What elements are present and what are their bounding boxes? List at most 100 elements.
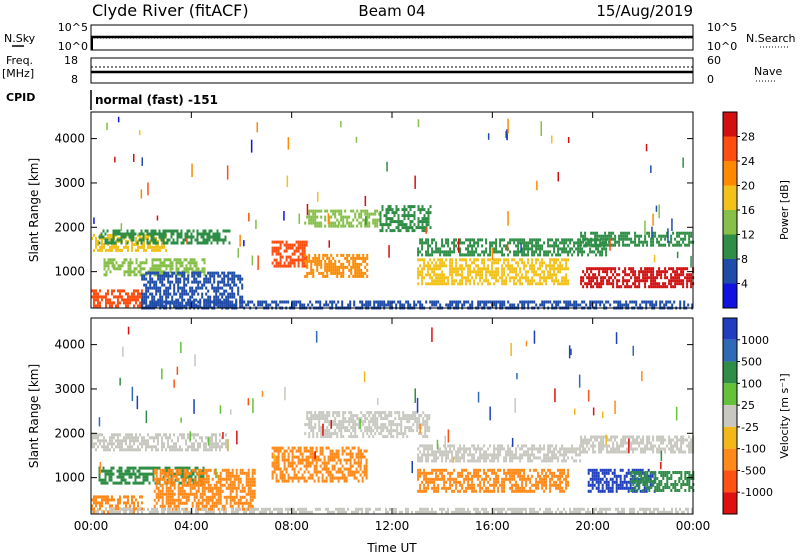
echo-cell [159, 483, 162, 487]
echo-cell [128, 481, 131, 485]
echo-cell [133, 242, 135, 246]
echo-cell [199, 300, 202, 304]
echo-cell [652, 270, 655, 274]
echo-cell [314, 262, 317, 266]
echo-cell [241, 483, 244, 487]
echo-cell [331, 473, 334, 477]
echo-cell [489, 258, 492, 262]
echo-cell [227, 300, 230, 304]
echo-cell [305, 458, 308, 462]
echo-cell [312, 256, 315, 260]
echo-cell [130, 229, 133, 233]
echo-cell [164, 229, 167, 233]
echo-cell [475, 276, 478, 280]
echo-cell [525, 273, 528, 277]
echo-cell [461, 303, 464, 307]
echo-cell [477, 238, 480, 242]
echo-cell [155, 492, 158, 496]
echo-cell [95, 245, 97, 249]
echo-cell [203, 300, 206, 304]
echo-cell [451, 261, 454, 265]
echo-cell [125, 301, 127, 305]
echo-cell [303, 479, 306, 483]
echo-cell [328, 259, 331, 263]
echo-cell [197, 474, 200, 478]
echo-cell [676, 243, 679, 247]
echo-cell [165, 489, 168, 493]
echo-cell [425, 217, 428, 221]
echo-cell [433, 270, 436, 274]
echo-cell [453, 241, 456, 245]
echo-cell [634, 285, 637, 289]
echo-cell [227, 280, 230, 284]
echo-cell [155, 248, 157, 252]
echo-cell [589, 303, 592, 307]
echo-cell [105, 292, 107, 296]
echo-cell [179, 448, 181, 452]
echo-cell [239, 274, 242, 278]
echo-cell [142, 232, 145, 236]
echo-cell [165, 286, 168, 290]
echo-cell [606, 273, 609, 277]
echo-cell [469, 253, 472, 257]
echo-cell [171, 468, 174, 472]
echo-cell [487, 300, 490, 304]
echo-cell [467, 244, 470, 248]
echo-cell [377, 303, 380, 307]
echo-cell [644, 237, 647, 241]
echo-cell [485, 300, 488, 304]
echo-cell [299, 458, 302, 462]
echo-cell [405, 214, 408, 218]
echo-cell [346, 215, 349, 219]
echo-cell [684, 231, 687, 235]
echo-cell [331, 303, 334, 307]
echo-cell [334, 411, 337, 415]
echo-cell [646, 231, 649, 235]
echo-cell [563, 238, 566, 242]
echo-cell [175, 258, 178, 262]
echo-cell [283, 300, 286, 304]
echo-cell [451, 264, 454, 268]
echo-cell [108, 241, 111, 245]
echo-cell [602, 237, 605, 241]
echo-cell [164, 466, 167, 470]
echo-cell [650, 243, 653, 247]
echo-cell [171, 280, 174, 284]
echo-cell [331, 458, 334, 462]
echo-cell [146, 238, 149, 242]
echo-cell [409, 208, 412, 212]
echo-cell [348, 259, 351, 263]
echo-cell [193, 264, 196, 268]
echo-cell [297, 479, 300, 483]
echo-cell [644, 240, 647, 244]
echo-cell [326, 209, 329, 213]
echo-cell [517, 241, 520, 245]
echo-cell [213, 471, 216, 475]
echo-cell [401, 226, 404, 230]
echo-cell [461, 258, 464, 262]
echo-cell [119, 448, 121, 452]
echo-cell [355, 455, 358, 459]
echo-cell [197, 304, 200, 308]
echo-cell [349, 303, 352, 307]
echo-cell [419, 300, 422, 304]
echo-cell [165, 258, 168, 262]
echo-cell [151, 248, 153, 252]
echo-cell [147, 442, 149, 446]
echo-cell [378, 218, 381, 222]
echo-cell [165, 292, 168, 296]
echo-cell [245, 474, 248, 478]
echo-cell [365, 449, 368, 453]
echo-cell [379, 211, 382, 215]
echo-cell [477, 282, 480, 286]
echo-cell [388, 245, 390, 258]
echo-cell [120, 475, 123, 479]
echo-cell [108, 469, 111, 473]
echo-cell [635, 300, 638, 304]
echo-cell [215, 498, 218, 502]
echo-cell [547, 273, 550, 277]
echo-cell [332, 432, 335, 436]
echo-cell [123, 261, 126, 265]
echo-cell [630, 237, 633, 241]
echo-cell [487, 267, 490, 271]
